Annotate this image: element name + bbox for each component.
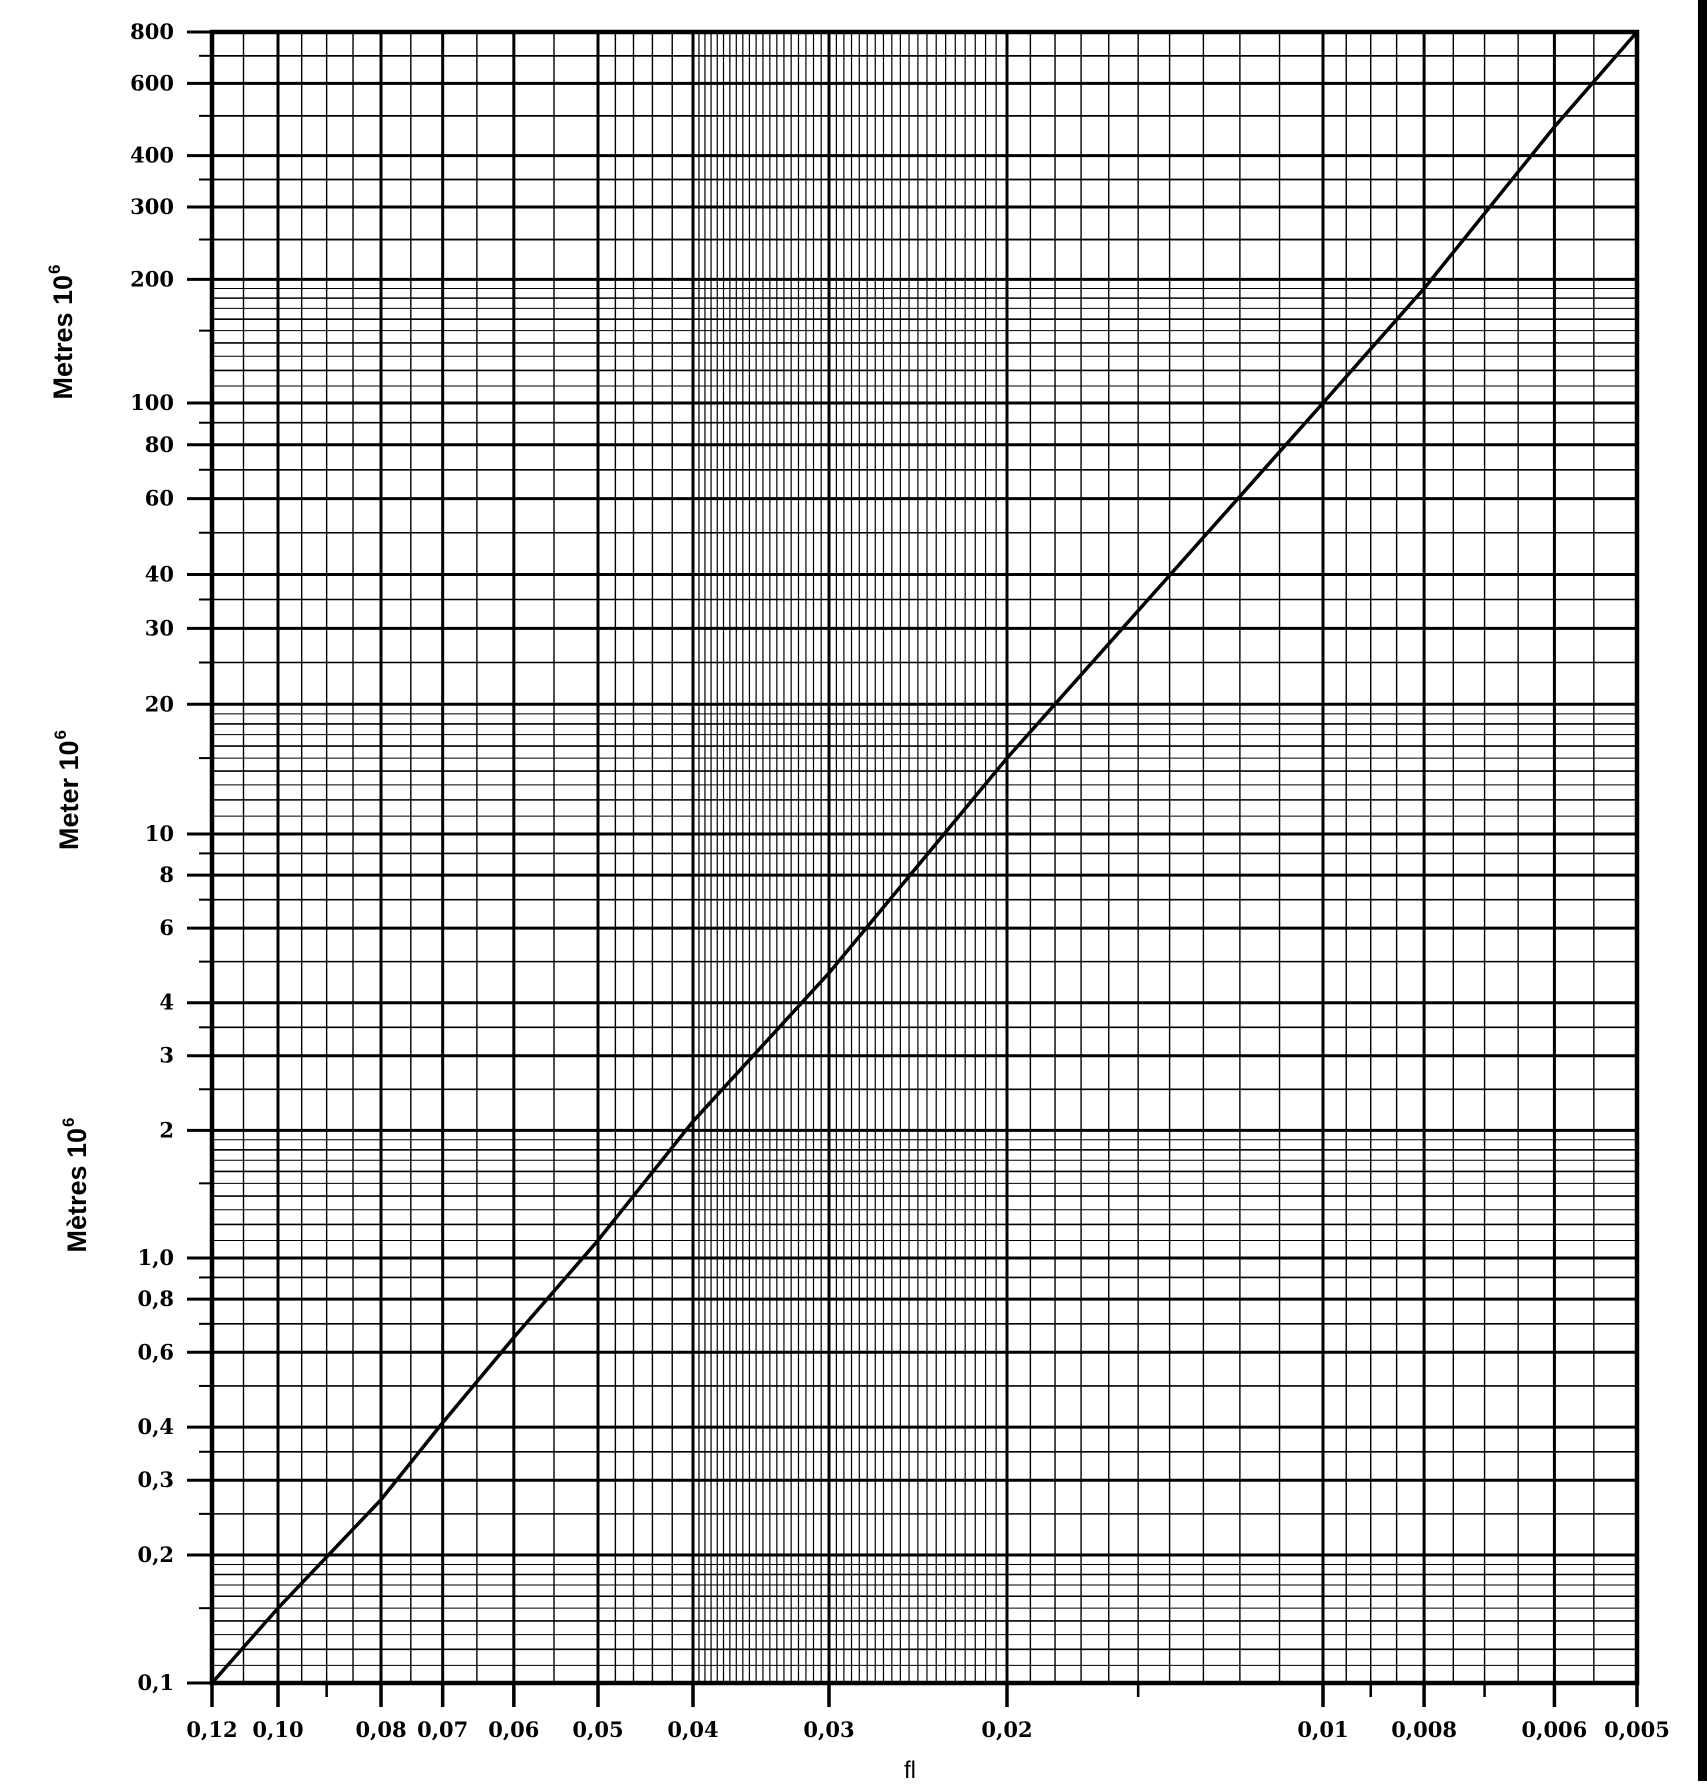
y-tick-label: 3 bbox=[159, 1043, 174, 1068]
y-axis-title-german-text: Meter 10 bbox=[54, 740, 84, 851]
x-axis-tick-labels: 0,12 0,10 0,08 0,07 0,06 0,05 0,04 0,03 0,02 0,01… bbox=[186, 1717, 1669, 1742]
y-axis-title-english-text: Metres 10 bbox=[48, 274, 78, 400]
x-tick-label: 0,02 bbox=[981, 1717, 1032, 1742]
y-axis-title-french: Mètres 106 bbox=[59, 1117, 93, 1252]
exponent: 6 bbox=[59, 1117, 78, 1127]
y-tick-label: 0,8 bbox=[137, 1286, 174, 1311]
y-tick-label: 100 bbox=[130, 390, 174, 415]
y-tick-label: 60 bbox=[145, 486, 174, 511]
x-tick-label: 0,10 bbox=[252, 1717, 303, 1742]
plot-border bbox=[209, 29, 1640, 1686]
y-tick-label: 400 bbox=[130, 143, 174, 168]
major-gridlines bbox=[210, 30, 1639, 1685]
x-tick-label: 0,12 bbox=[186, 1717, 237, 1742]
y-tick-label: 0,6 bbox=[137, 1339, 174, 1364]
data-line bbox=[210, 30, 1639, 1685]
x-tick-label: 0,06 bbox=[488, 1717, 539, 1742]
x-tick-label: 0,08 bbox=[355, 1717, 406, 1742]
x-tick-label: 0,01 bbox=[1297, 1717, 1348, 1742]
x-tick-label: 0,006 bbox=[1522, 1717, 1588, 1742]
y-tick-label: 0,2 bbox=[137, 1542, 174, 1567]
y-tick-label: 0,4 bbox=[137, 1414, 174, 1439]
y-tick-label: 80 bbox=[145, 432, 174, 457]
x-tick-label: 0,008 bbox=[1391, 1717, 1457, 1742]
x-tick-label: 0,07 bbox=[417, 1717, 468, 1742]
exponent: 6 bbox=[51, 729, 70, 740]
y-axis-title-french-text: Mètres 10 bbox=[62, 1127, 92, 1253]
y-tick-label: 8 bbox=[159, 862, 174, 887]
y-axis-tick-labels: 800 600 400 300 200 100 80 60 40 30 20 10 8 6 4 3 2 1,0 0,… bbox=[130, 19, 174, 1695]
y-tick-label: 6 bbox=[159, 915, 174, 940]
y-axis-title-english: Metres 106 bbox=[45, 264, 79, 399]
y-tick-label: 300 bbox=[130, 194, 174, 219]
y-tick-label: 200 bbox=[130, 266, 174, 291]
y-tick-label: 20 bbox=[145, 691, 174, 716]
axis-ticks bbox=[187, 30, 1639, 1707]
x-tick-label: 0,05 bbox=[572, 1717, 623, 1742]
y-tick-label: 40 bbox=[145, 562, 174, 587]
y-tick-label: 30 bbox=[145, 615, 174, 640]
x-tick-label: 0,04 bbox=[667, 1717, 718, 1742]
scan-edge-border bbox=[1698, 0, 1707, 1781]
y-tick-label: 1,0 bbox=[137, 1245, 174, 1270]
y-axis-title-german: Meter 106 bbox=[51, 730, 85, 850]
x-axis-title: fl bbox=[904, 1757, 916, 1784]
y-tick-label: 2 bbox=[159, 1117, 174, 1142]
y-tick-label: 800 bbox=[130, 19, 174, 44]
minor-gridlines bbox=[212, 32, 1637, 1683]
x-tick-label: 0,03 bbox=[803, 1717, 854, 1742]
y-tick-label: 0,1 bbox=[137, 1670, 174, 1695]
y-tick-label: 600 bbox=[130, 70, 174, 95]
y-tick-label: 4 bbox=[159, 990, 174, 1015]
x-tick-label: 0,005 bbox=[1604, 1717, 1670, 1742]
y-tick-label: 10 bbox=[145, 821, 174, 846]
exponent: 6 bbox=[45, 264, 64, 274]
y-tick-label: 0,3 bbox=[137, 1467, 174, 1492]
